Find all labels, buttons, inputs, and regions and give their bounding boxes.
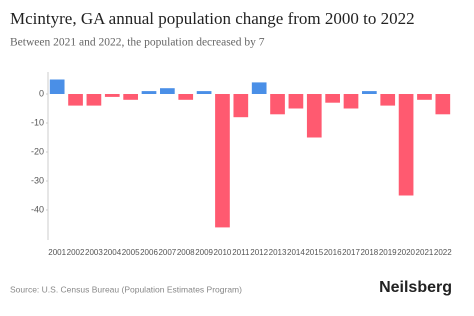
x-tick-label: 2016 xyxy=(324,248,342,257)
y-tick-label: -40 xyxy=(31,204,44,214)
bar xyxy=(178,94,194,100)
bar xyxy=(86,94,102,106)
y-tick-label: 0 xyxy=(39,88,44,98)
x-tick-label: 2020 xyxy=(397,248,415,257)
x-tick-label: 2019 xyxy=(379,248,397,257)
x-tick-label: 2001 xyxy=(48,248,66,257)
bar xyxy=(288,94,304,109)
x-tick-label: 2014 xyxy=(287,248,305,257)
bar xyxy=(104,94,120,97)
x-tick-label: 2010 xyxy=(214,248,232,257)
bar xyxy=(68,94,83,106)
bar xyxy=(123,94,138,100)
chart-title: Mcintyre, GA annual population change fr… xyxy=(10,9,415,28)
x-tick-label: 2006 xyxy=(140,248,158,257)
bar xyxy=(435,94,451,115)
x-tick-label: 2017 xyxy=(342,248,360,257)
x-tick-label: 2018 xyxy=(360,248,378,257)
source: Source: U.S. Census Bureau (Population E… xyxy=(10,284,242,294)
x-tick-label: 2008 xyxy=(177,248,195,257)
x-tick-label: 2012 xyxy=(250,248,268,257)
x-tick-label: 2015 xyxy=(305,248,323,257)
x-tick-label: 2003 xyxy=(85,248,103,257)
bar xyxy=(398,94,414,196)
bar xyxy=(325,94,340,103)
x-tick-label: 2022 xyxy=(434,248,452,257)
bar xyxy=(306,94,322,138)
x-tick-label: 2004 xyxy=(103,248,121,257)
x-tick-label: 2002 xyxy=(67,248,85,257)
y-tick-label: -30 xyxy=(31,175,44,185)
x-tick-label: 2005 xyxy=(122,248,140,257)
bar xyxy=(160,88,175,94)
bar xyxy=(270,94,285,115)
bar xyxy=(251,82,267,94)
x-tick-label: 2021 xyxy=(416,248,434,257)
bar xyxy=(141,91,157,94)
chart-subtitle: Between 2021 and 2022, the population de… xyxy=(10,37,265,49)
brand: Neilsberg xyxy=(379,279,452,296)
y-tick-label: -20 xyxy=(31,146,44,156)
bar xyxy=(417,94,432,100)
bar xyxy=(233,94,249,118)
x-tick-label: 2009 xyxy=(195,248,213,257)
bar xyxy=(215,94,230,228)
y-tick-label: -10 xyxy=(31,117,44,127)
bar xyxy=(362,91,377,94)
bar xyxy=(49,79,65,94)
bar xyxy=(380,94,396,106)
x-tick-label: 2011 xyxy=(232,248,250,257)
x-tick-label: 2013 xyxy=(269,248,287,257)
x-tick-label: 2007 xyxy=(158,248,176,257)
bar xyxy=(343,94,359,109)
bar xyxy=(196,91,212,94)
